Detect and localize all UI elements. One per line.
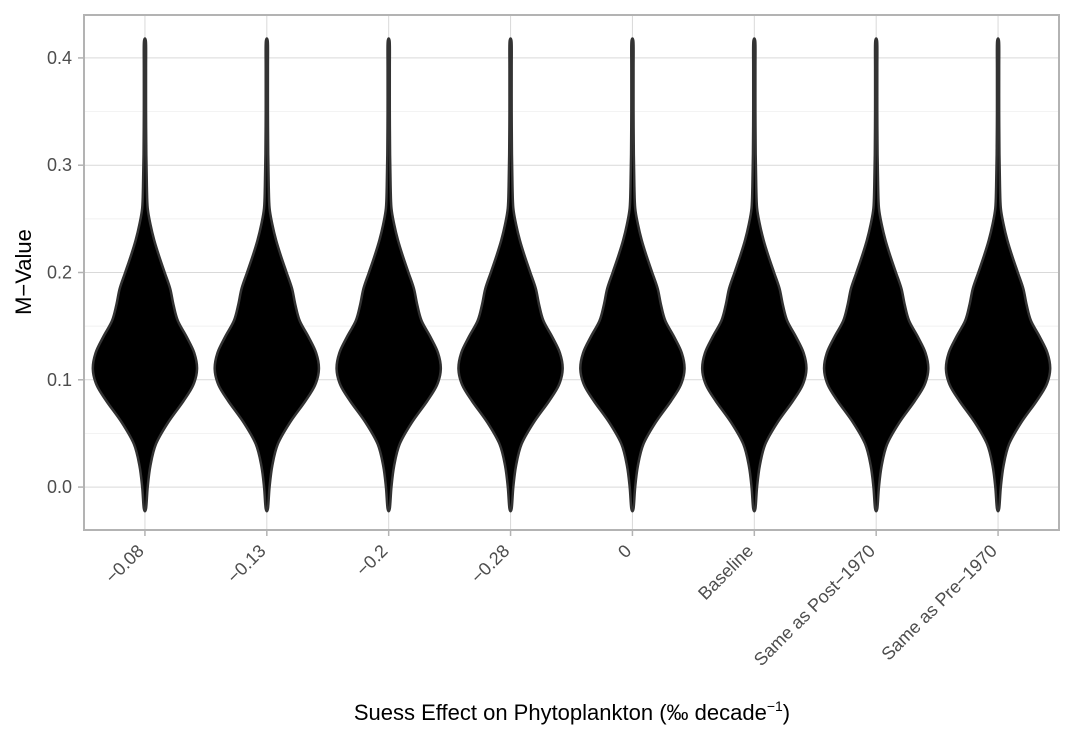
x-axis-title-close: ) <box>783 700 790 725</box>
y-tick-label: 0.0 <box>47 477 72 497</box>
y-tick-label: 0.1 <box>47 370 72 390</box>
y-axis: 0.0 0.1 0.2 0.3 0.4 <box>47 48 84 497</box>
x-tick-label: 0 <box>614 541 635 562</box>
x-tick-label: −0.2 <box>352 541 391 580</box>
x-tick-label: Same as Pre−1970 <box>877 541 1000 664</box>
y-tick-label: 0.4 <box>47 48 72 68</box>
x-axis-title-exponent: −1 <box>767 698 783 714</box>
x-tick-label: −0.08 <box>101 541 147 587</box>
y-tick-label: 0.2 <box>47 263 72 283</box>
violin-3 <box>335 37 443 513</box>
y-axis-title: M−Value <box>11 229 36 315</box>
x-tick-label: Same as Post−1970 <box>750 541 879 670</box>
violin-6 <box>700 37 808 513</box>
violin-1 <box>91 37 199 513</box>
x-tick-label: Baseline <box>694 541 757 604</box>
violin-7 <box>822 37 930 513</box>
x-axis-title-main: Suess Effect on Phytoplankton (‰ decade <box>354 700 767 725</box>
violin-5 <box>579 37 686 513</box>
violin-8 <box>944 37 1052 513</box>
x-tick-label: −0.13 <box>223 541 269 587</box>
x-tick-label: −0.28 <box>467 541 513 587</box>
violin-4 <box>457 37 564 513</box>
x-axis-title: Suess Effect on Phytoplankton (‰ decade−… <box>354 698 790 725</box>
grid-lines <box>84 15 1059 530</box>
violin-series <box>91 37 1052 513</box>
y-tick-label: 0.3 <box>47 155 72 175</box>
violin-2 <box>213 37 321 513</box>
